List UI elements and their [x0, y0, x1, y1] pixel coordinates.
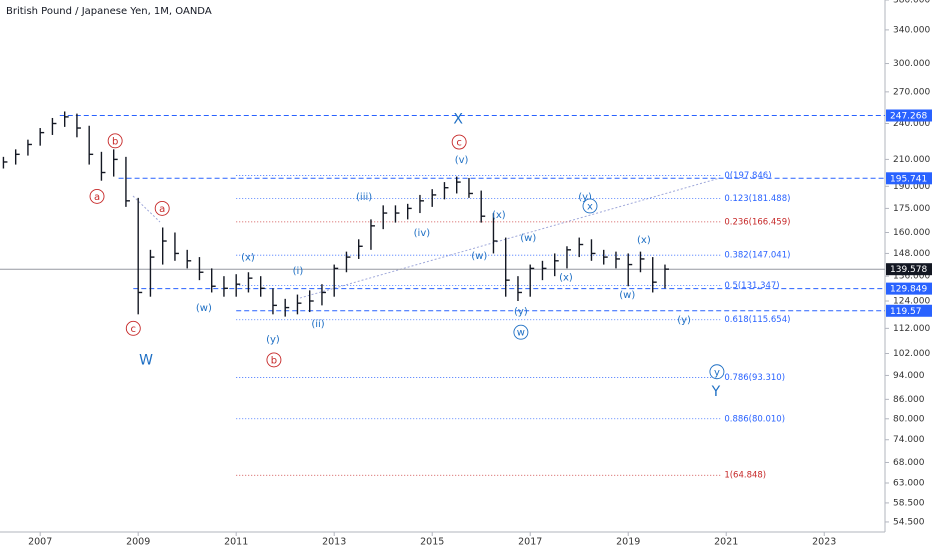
y-tick-label: 270.000 — [893, 87, 930, 97]
price-label: 195.741 — [890, 174, 927, 184]
wave-label: (iii) — [356, 192, 372, 203]
fib-label: 0.5(131.347) — [724, 281, 779, 291]
price-label: 119.57 — [890, 307, 922, 317]
fib-label: 0.382(147.041) — [724, 251, 790, 261]
y-tick-label: 68.000 — [893, 458, 925, 468]
x-tick-label: 2013 — [322, 537, 346, 548]
y-tick-label: 80.000 — [893, 414, 925, 424]
wave-label: (x) — [637, 235, 651, 246]
fib-label: 0.886(80.010) — [724, 414, 785, 424]
price-label-box — [886, 109, 932, 122]
fib-label: 0(197.846) — [724, 171, 771, 181]
wave-label: a — [159, 204, 165, 215]
wave-label: b — [271, 355, 277, 366]
wave-label: (ii) — [311, 319, 324, 330]
wave-label: (y) — [266, 335, 280, 346]
y-tick-label: 58.500 — [893, 498, 925, 508]
x-tick-label: 2011 — [224, 537, 248, 548]
y-tick-label: 210.000 — [893, 155, 930, 165]
wave-label: (y) — [677, 315, 691, 326]
wave-label: (w) — [471, 251, 487, 262]
y-tick-label: 86.000 — [893, 395, 925, 405]
price-label: 129.849 — [890, 285, 927, 295]
wave-label: (x) — [241, 253, 255, 264]
wave-circle — [125, 320, 141, 336]
wave-label: X — [453, 112, 463, 128]
wave-label: c — [131, 324, 137, 335]
wave-label: (v) — [455, 155, 469, 166]
y-tick-label: 148.000 — [893, 249, 930, 259]
y-tick-label: 300.000 — [893, 59, 930, 69]
chart-title: British Pound / Japanese Yen, 1M, OANDA — [6, 6, 212, 17]
y-tick-label: 63.000 — [893, 478, 925, 488]
y-tick-label: 94.000 — [893, 371, 925, 381]
x-tick-label: 2019 — [616, 537, 640, 548]
y-tick-label: 160.000 — [893, 228, 930, 238]
wave-label: w — [517, 328, 525, 339]
price-label-box — [886, 304, 932, 317]
y-tick-label: 102.000 — [893, 349, 930, 359]
wave-circle — [154, 200, 170, 216]
wave-label: (iv) — [414, 228, 431, 239]
price-label: 139.578 — [890, 265, 927, 275]
y-tick-label: 240.000 — [893, 119, 930, 129]
x-tick-label: 2023 — [812, 537, 836, 548]
wave-label: (x) — [559, 272, 573, 283]
price-label-box — [886, 263, 932, 276]
y-tick-label: 124.000 — [893, 296, 930, 306]
fib-label: 0.618(115.654) — [724, 315, 790, 325]
y-tick-label: 340.000 — [893, 25, 930, 35]
fib-label: 0.786(93.310) — [724, 373, 785, 383]
wave-label: (w) — [619, 290, 635, 301]
y-tick-label: 112.000 — [893, 324, 930, 334]
wave-label: (y) — [578, 192, 592, 203]
wave-label: c — [456, 138, 462, 149]
fib-label: 0.236(166.459) — [724, 217, 790, 227]
x-tick-label: 2017 — [518, 537, 542, 548]
y-tick-label: 136.000 — [893, 272, 930, 282]
wave-circle — [89, 188, 105, 204]
y-tick-label: 175.000 — [893, 204, 930, 214]
y-tick-label: 380.000 — [893, 0, 930, 6]
fib-label: 0.123(181.488) — [724, 194, 790, 204]
y-tick-label: 190.000 — [893, 182, 930, 192]
wave-circle — [709, 364, 725, 380]
wave-label: W — [139, 352, 153, 368]
wave-label: b — [112, 136, 118, 147]
wave-label: Y — [711, 384, 721, 400]
y-tick-label: 54.500 — [893, 517, 925, 527]
wave-circle — [513, 324, 529, 340]
fib-label: 1(64.848) — [724, 471, 766, 481]
wave-label: (x) — [492, 210, 506, 221]
x-tick-label: 2021 — [714, 537, 738, 548]
x-tick-label: 2009 — [126, 537, 150, 548]
price-label-box — [886, 282, 932, 295]
trend-line — [299, 177, 721, 299]
wave-circle — [107, 133, 123, 149]
y-tick-label: 74.000 — [893, 435, 925, 445]
wave-label: x — [587, 201, 593, 212]
wave-label: (y) — [514, 306, 528, 317]
x-tick-label: 2015 — [420, 537, 444, 548]
wave-label: a — [94, 192, 100, 203]
wave-circle — [451, 134, 467, 150]
price-label: 247.268 — [890, 111, 927, 121]
wave-circle — [582, 198, 598, 214]
wave-label: (i) — [293, 266, 304, 277]
wave-label: y — [714, 367, 720, 378]
wave-label: (w) — [196, 303, 212, 314]
wave-label: (w) — [520, 233, 536, 244]
price-label-box — [886, 172, 932, 185]
x-tick-label: 2007 — [28, 537, 52, 548]
wave-circle — [266, 352, 282, 368]
